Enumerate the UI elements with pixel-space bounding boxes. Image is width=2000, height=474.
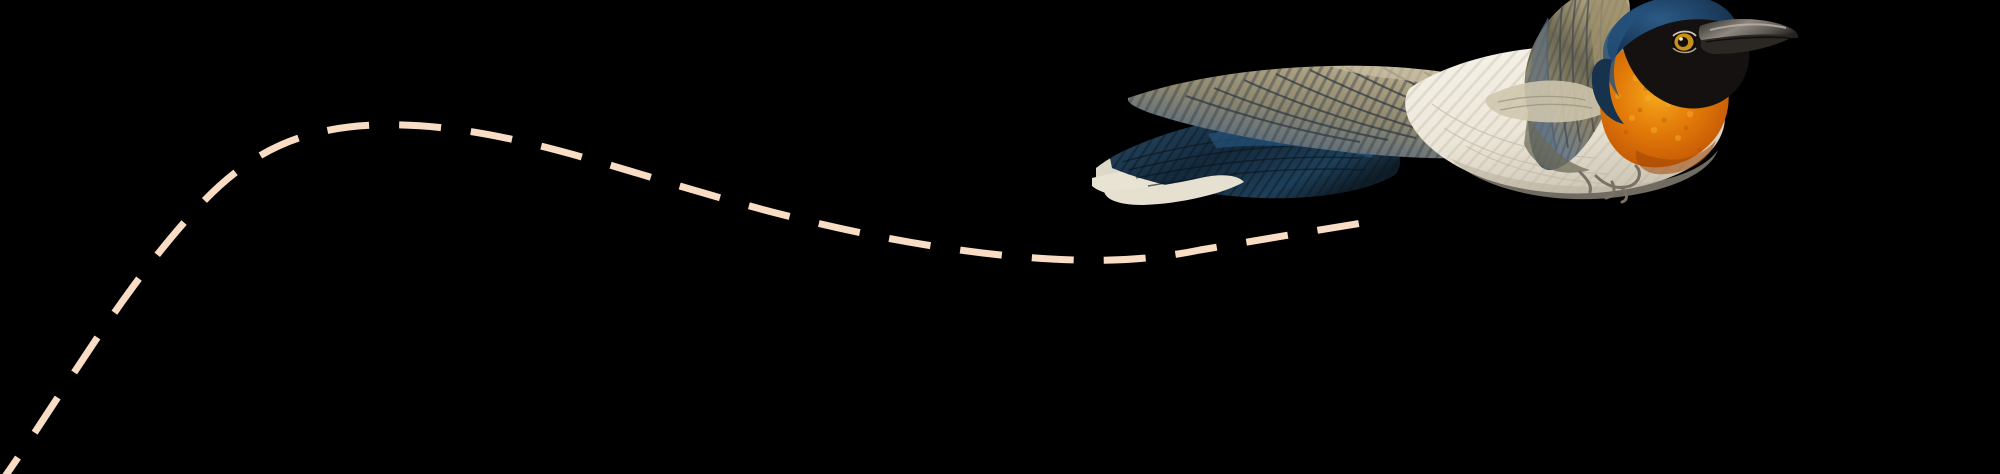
bird-beak: [1698, 19, 1799, 54]
bird-shoulder-coverts: [1485, 80, 1608, 123]
flight-path-line: [2, 121, 1369, 474]
bird-eye: [1672, 30, 1697, 54]
bird-head: [1591, 0, 1799, 124]
bird-claws: [1578, 164, 1641, 204]
